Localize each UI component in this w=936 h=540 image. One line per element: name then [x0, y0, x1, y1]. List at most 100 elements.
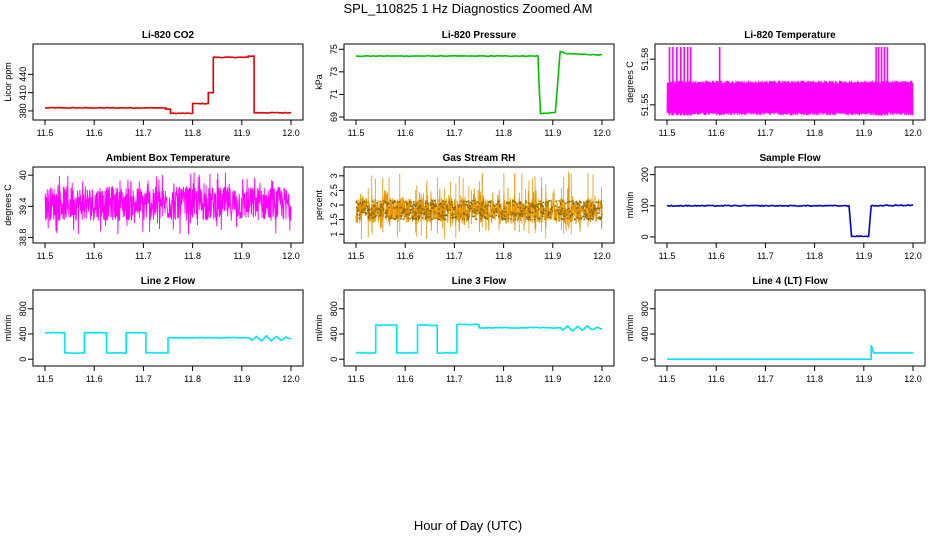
panel-2: Li-820 Pressure 11.5 11.6 11.7 11.8 11.9 12.0 6…	[314, 30, 615, 138]
x-tick-label: 11.8	[806, 374, 823, 384]
series-point	[597, 201, 600, 203]
series-point	[421, 216, 424, 219]
series-point	[361, 202, 364, 205]
series-point	[424, 205, 427, 208]
y-axis-label: ml/min	[314, 315, 324, 342]
series-point	[412, 200, 415, 203]
series-point	[386, 202, 389, 205]
x-tick-label: 11.7	[446, 374, 463, 384]
series-point	[489, 215, 492, 218]
series-point	[385, 209, 387, 212]
y-tick-label: 38.8	[18, 229, 28, 247]
series-point	[495, 214, 498, 217]
series-point	[355, 201, 358, 203]
series-point	[451, 216, 454, 219]
series-point	[527, 202, 530, 205]
data-layer	[667, 345, 913, 361]
series-point	[483, 215, 486, 218]
plot-box	[654, 166, 926, 244]
x-tick-label: 11.7	[135, 128, 152, 138]
x-tick-label: 11.9	[233, 128, 250, 138]
series-point	[566, 208, 569, 211]
series-point	[407, 217, 410, 220]
series-point	[428, 209, 431, 212]
series-point	[396, 207, 399, 209]
series-point	[356, 206, 358, 209]
series-point	[483, 210, 485, 213]
series-point	[555, 200, 558, 203]
series-point	[482, 212, 485, 215]
series-point	[386, 204, 389, 207]
x-tick-label: 12.0	[593, 128, 611, 138]
series-point	[415, 202, 418, 205]
series-point	[374, 215, 377, 217]
y-axis-label: ml/min	[625, 192, 635, 219]
panel-4: Ambient Box Temperature 11.5 11.6 11.7 11.8 1…	[3, 153, 304, 261]
series-point	[527, 218, 530, 221]
series-point	[566, 217, 569, 220]
series-point	[517, 212, 519, 215]
series-point	[446, 208, 449, 211]
series-point	[583, 209, 586, 212]
series-point	[540, 211, 543, 214]
series-point	[370, 208, 373, 211]
series-point	[554, 218, 557, 221]
x-tick-label: 11.6	[86, 251, 103, 261]
series-point	[562, 217, 564, 220]
series-point	[485, 217, 488, 219]
series-point	[585, 215, 588, 217]
series-point	[473, 208, 476, 210]
series-point	[568, 211, 571, 214]
series-point	[569, 214, 572, 217]
series-point	[449, 203, 451, 206]
series-point	[362, 200, 365, 203]
x-tick-label: 11.8	[495, 251, 512, 261]
y-tick-label: 0	[640, 357, 650, 362]
series-point	[470, 207, 473, 210]
series-point	[579, 201, 582, 204]
series-point	[600, 213, 603, 216]
series-point	[495, 210, 497, 213]
series-point	[405, 202, 408, 205]
series-point	[406, 213, 409, 216]
series-point	[363, 208, 366, 211]
series-point	[441, 216, 444, 219]
series-point	[592, 207, 595, 210]
series-point	[366, 206, 369, 208]
series-point	[571, 214, 574, 217]
series-point	[356, 210, 359, 212]
series-point	[476, 201, 479, 203]
series-point	[404, 209, 407, 211]
series-point	[571, 200, 573, 203]
series-point	[527, 216, 530, 219]
x-tick-label: 11.5	[37, 251, 54, 261]
series-point	[368, 210, 371, 212]
series-point	[531, 211, 534, 214]
series-point	[425, 213, 428, 216]
series-point	[472, 215, 475, 218]
series-point	[486, 208, 489, 210]
series-band	[44, 172, 292, 235]
series-point	[356, 213, 358, 216]
series-point	[537, 208, 540, 211]
series-point	[376, 201, 379, 204]
series-point	[394, 218, 396, 221]
series-point	[451, 206, 454, 209]
series-point	[542, 205, 545, 208]
y-tick-label: 410	[18, 85, 28, 100]
series-point	[469, 210, 471, 212]
series-point	[410, 209, 412, 212]
series-point	[453, 216, 455, 219]
x-tick-label: 11.8	[806, 251, 823, 261]
series-point	[395, 215, 398, 218]
series-point	[430, 218, 433, 221]
series-point	[512, 204, 515, 207]
series-point	[399, 217, 402, 220]
series-point	[371, 216, 374, 219]
panel-title: Sample Flow	[759, 153, 820, 164]
series-point	[566, 213, 568, 216]
series-point	[503, 218, 505, 220]
series-point	[565, 202, 567, 205]
series-point	[530, 202, 533, 205]
